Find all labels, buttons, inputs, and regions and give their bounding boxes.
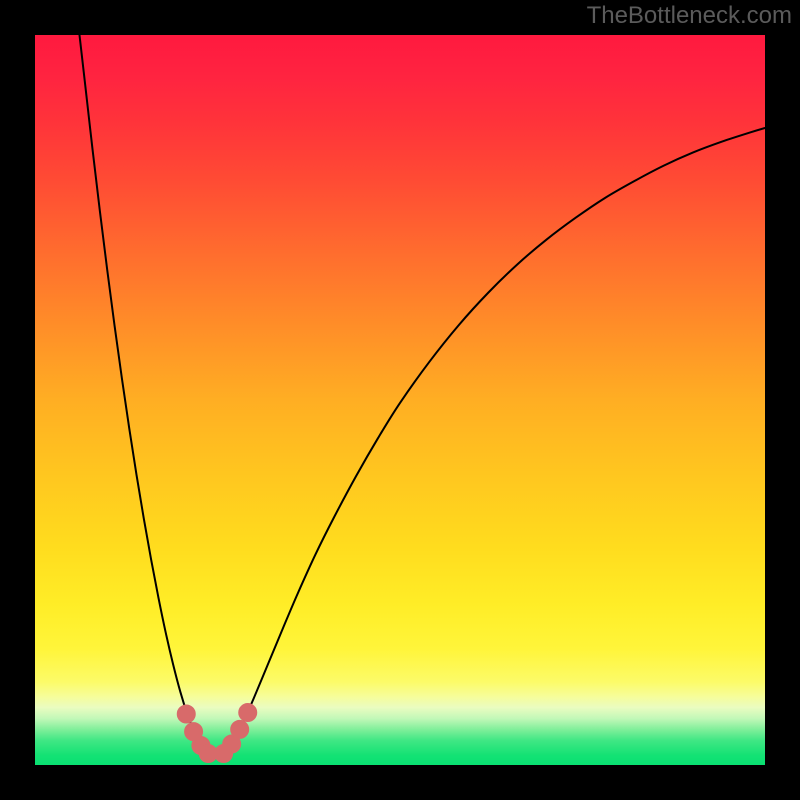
plot-background: [34, 34, 766, 766]
stage: TheBottleneck.com: [0, 0, 800, 800]
marker-dot: [231, 720, 249, 738]
bottleneck-chart: [0, 0, 800, 800]
watermark-text: TheBottleneck.com: [587, 2, 792, 30]
marker-dot: [177, 705, 195, 723]
marker-dot: [239, 704, 257, 722]
